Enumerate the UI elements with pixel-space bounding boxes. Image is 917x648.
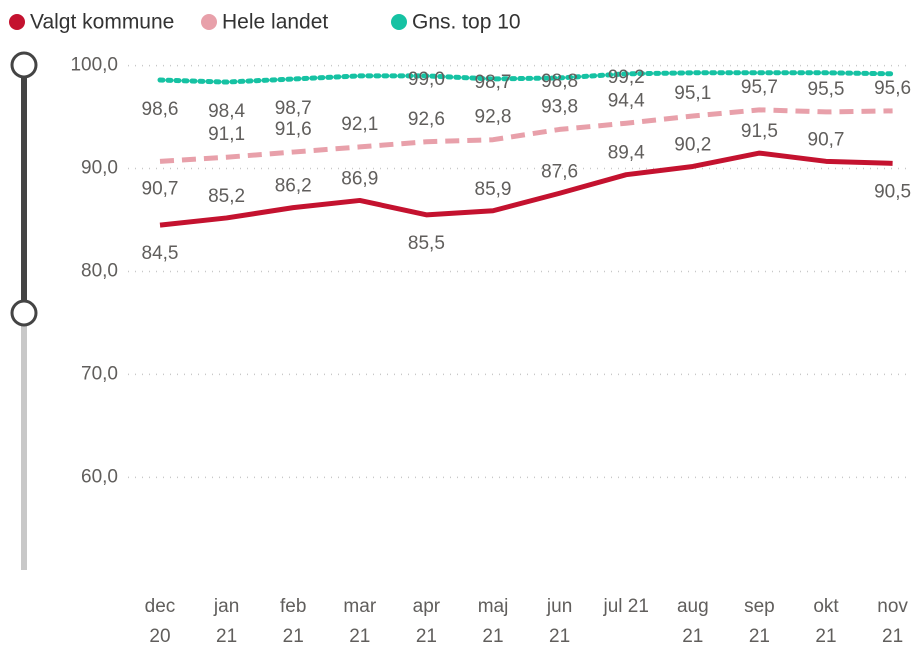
data-label: 99,0 xyxy=(408,69,445,90)
x-tick-line: jul 21 xyxy=(602,596,648,617)
x-tick-line: 21 xyxy=(882,626,903,647)
x-tick-line: 21 xyxy=(482,626,503,647)
y-tick-label: 80,0 xyxy=(81,260,118,281)
data-label: 95,6 xyxy=(874,78,911,99)
data-label: 93,8 xyxy=(541,96,578,117)
data-label: 87,6 xyxy=(541,161,578,182)
y-tick-label: 90,0 xyxy=(81,158,118,179)
series-line xyxy=(159,107,893,164)
x-tick-label: jan 21 xyxy=(213,596,239,647)
x-tick-label: feb 21 xyxy=(280,596,306,647)
x-tick-label: dec 20 xyxy=(145,596,176,647)
x-tick-line: 21 xyxy=(216,626,237,647)
legend-marker xyxy=(9,14,25,30)
legend-label: Gns. top 10 xyxy=(412,11,521,34)
x-tick-label: apr 21 xyxy=(413,596,441,647)
data-label: 95,1 xyxy=(674,83,711,104)
x-tick-line: 21 xyxy=(682,626,703,647)
data-label: 85,2 xyxy=(208,186,245,207)
data-label: 90,7 xyxy=(808,129,845,150)
x-tick-label: nov 21 xyxy=(877,596,908,647)
data-label: 84,5 xyxy=(142,243,179,264)
x-tick-line: sep xyxy=(744,596,775,617)
data-label: 90,7 xyxy=(142,178,179,199)
data-label: 90,2 xyxy=(674,134,711,155)
series-line xyxy=(159,150,893,228)
x-tick-line: dec xyxy=(145,596,176,617)
x-tick-line: maj xyxy=(478,596,509,617)
data-label: 92,6 xyxy=(408,109,445,130)
data-label: 86,9 xyxy=(341,168,378,189)
x-tick-line: feb xyxy=(280,596,306,617)
data-label: 90,5 xyxy=(874,181,911,202)
y-tick-label: 70,0 xyxy=(81,363,118,384)
slider-handle[interactable] xyxy=(10,51,38,79)
data-label: 86,2 xyxy=(275,176,312,197)
data-label: 91,1 xyxy=(208,124,245,145)
data-label: 98,7 xyxy=(475,72,512,93)
x-tick-label: aug 21 xyxy=(677,596,709,647)
data-label: 94,4 xyxy=(608,90,645,111)
data-label: 89,4 xyxy=(608,143,645,164)
x-tick-line: 21 xyxy=(815,626,836,647)
series-line xyxy=(157,70,896,85)
x-tick-line: jun xyxy=(546,596,572,617)
data-label: 85,9 xyxy=(475,179,512,200)
legend-label: Hele landet xyxy=(222,11,328,34)
x-tick-label: maj 21 xyxy=(478,596,509,647)
x-tick-label: sep 21 xyxy=(744,596,775,647)
legend-marker xyxy=(391,14,407,30)
y-tick-label: 100,0 xyxy=(70,55,118,76)
data-label: 98,8 xyxy=(541,71,578,92)
x-tick-line: 21 xyxy=(749,626,770,647)
x-tick-label: jun 21 xyxy=(546,596,572,647)
data-label: 98,7 xyxy=(275,98,312,119)
data-label: 95,7 xyxy=(741,77,778,98)
legend-label: Valgt kommune xyxy=(30,11,174,34)
data-label: 98,6 xyxy=(142,99,179,120)
x-tick-line: 21 xyxy=(283,626,304,647)
data-label: 85,5 xyxy=(408,233,445,254)
slider-handle[interactable] xyxy=(10,299,38,327)
x-tick-line: aug xyxy=(677,596,709,617)
x-tick-line: 21 xyxy=(416,626,437,647)
x-tick-line: okt xyxy=(813,596,839,617)
x-tick-line: 21 xyxy=(549,626,570,647)
y-tick-label: 60,0 xyxy=(81,466,118,487)
data-label: 92,1 xyxy=(341,114,378,135)
data-label: 91,6 xyxy=(275,119,312,140)
x-tick-label: okt 21 xyxy=(813,596,839,647)
x-tick-label: jul 21 xyxy=(602,596,648,617)
x-tick-line: apr xyxy=(413,596,441,617)
x-tick-line: nov xyxy=(877,596,908,617)
x-tick-line: jan xyxy=(213,596,239,617)
data-label: 92,8 xyxy=(475,107,512,128)
x-tick-line: 20 xyxy=(149,626,170,647)
data-label: 98,4 xyxy=(208,101,245,122)
x-tick-label: mar 21 xyxy=(343,596,376,647)
data-label: 91,5 xyxy=(741,121,778,142)
data-label: 95,5 xyxy=(808,79,845,100)
x-tick-line: 21 xyxy=(349,626,370,647)
legend-marker xyxy=(201,14,217,30)
x-tick-line: mar xyxy=(343,596,376,617)
data-label: 99,2 xyxy=(608,67,645,88)
